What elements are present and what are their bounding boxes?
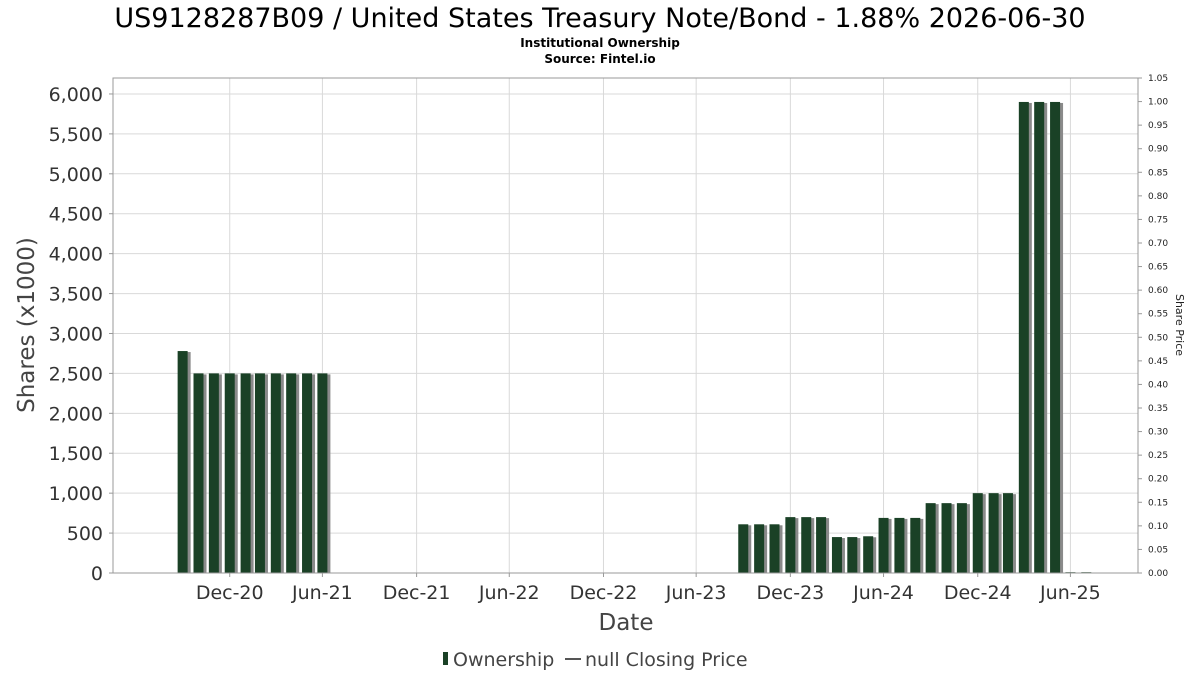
legend-swatch-ownership	[443, 652, 448, 665]
y-right-tick-label: 0.60	[1148, 286, 1168, 296]
y-right-tick-label: 0.25	[1148, 451, 1168, 461]
y-right-tick-label: 1.05	[1148, 74, 1168, 84]
legend-label-closing-price: null Closing Price	[585, 649, 748, 671]
bar	[831, 537, 842, 573]
chart-title: US9128287B09 / United States Treasury No…	[114, 3, 1085, 34]
chart-subtitle-source: Source: Fintel.io	[544, 52, 655, 66]
y-tick-label: 2,000	[49, 403, 103, 425]
bar-series-ownership	[177, 101, 1092, 574]
bar	[224, 373, 235, 573]
y-axis-right-ticks: 0.00 0.05 0.10 0.15 0.20 0.25 0.30 0.35 0.40 0.45…	[1138, 74, 1168, 579]
y-tick-label: 3,000	[49, 323, 103, 345]
chart-subtitle-ownership: Institutional Ownership	[520, 36, 680, 50]
bar	[972, 493, 983, 573]
x-tick-label: Jun-22	[478, 582, 540, 604]
x-tick-label: Dec-22	[570, 582, 638, 604]
bar	[1018, 101, 1029, 574]
bar	[941, 503, 952, 573]
y-tick-label: 0	[91, 563, 103, 585]
y-tick-label: 1,000	[49, 483, 103, 505]
y-right-tick-label: 0.50	[1148, 333, 1168, 343]
bar	[738, 524, 749, 573]
y-tick-label: 3,500	[49, 284, 103, 306]
y-right-tick-label: 0.80	[1148, 192, 1168, 202]
y-axis-left-ticks: 0 500 1,000 1,500 2,000 2,500 3,000 3,500 4,000 4…	[49, 84, 113, 585]
y-tick-label: 4,000	[49, 244, 103, 266]
bar	[878, 517, 889, 573]
bar	[956, 503, 967, 573]
x-tick-label: Dec-20	[196, 582, 264, 604]
y-tick-label: 2,500	[49, 363, 103, 385]
bar	[1034, 101, 1045, 574]
y-right-tick-label: 0.55	[1148, 310, 1168, 320]
x-tick-label: Dec-21	[383, 582, 451, 604]
x-tick-label: Jun-23	[665, 582, 727, 604]
y-right-tick-label: 0.75	[1148, 215, 1168, 225]
y-tick-label: 500	[67, 523, 103, 545]
y-right-tick-label: 0.70	[1148, 239, 1168, 249]
bar	[1050, 101, 1061, 574]
y-tick-label: 5,500	[49, 124, 103, 146]
y-right-tick-label: 0.10	[1148, 522, 1168, 532]
y-right-tick-label: 0.30	[1148, 428, 1168, 438]
x-tick-label: Jun-21	[291, 582, 353, 604]
x-tick-label: Jun-24	[852, 582, 914, 604]
y-right-tick-label: 0.65	[1148, 263, 1168, 273]
y-right-tick-label: 0.05	[1148, 545, 1168, 555]
bar	[254, 373, 265, 573]
y-axis-right-label: Share Price	[1173, 294, 1186, 356]
bar	[177, 351, 188, 573]
bar	[801, 517, 812, 573]
x-tick-label: Jun-25	[1039, 582, 1101, 604]
x-tick-label: Dec-23	[756, 582, 824, 604]
bar	[847, 537, 858, 573]
bar	[816, 517, 827, 573]
bar	[1002, 493, 1013, 573]
bar	[317, 373, 328, 573]
y-right-tick-label: 0.95	[1148, 121, 1168, 131]
bar	[910, 517, 921, 573]
y-axis-label: Shares (x1000)	[14, 237, 40, 413]
legend-label-ownership: Ownership	[453, 649, 554, 671]
bar	[925, 503, 936, 573]
legend: Ownership null Closing Price	[443, 649, 748, 671]
bar	[286, 373, 297, 573]
bar	[270, 373, 281, 573]
bar	[988, 493, 999, 573]
x-axis-label: Date	[599, 610, 654, 636]
bar	[240, 373, 251, 573]
bar	[785, 517, 796, 573]
bar	[193, 373, 204, 573]
bar	[754, 524, 765, 573]
x-axis-ticks: Dec-20 Jun-21 Dec-21 Jun-22 Dec-22 Jun-23 Dec-…	[196, 573, 1101, 604]
bar	[769, 524, 780, 573]
bar	[894, 517, 905, 573]
bar	[208, 373, 219, 573]
bar	[863, 536, 874, 573]
y-right-tick-label: 0.00	[1148, 569, 1168, 579]
y-right-tick-label: 0.90	[1148, 145, 1168, 155]
y-right-tick-label: 0.40	[1148, 380, 1168, 390]
y-tick-label: 1,500	[49, 443, 103, 465]
bar	[302, 373, 313, 573]
y-tick-label: 6,000	[49, 84, 103, 106]
plot-frame	[112, 77, 1139, 574]
y-right-tick-label: 0.20	[1148, 475, 1168, 485]
x-tick-label: Dec-24	[944, 582, 1012, 604]
y-right-tick-label: 0.35	[1148, 404, 1168, 414]
y-right-tick-label: 0.15	[1148, 498, 1168, 508]
y-tick-label: 5,000	[49, 164, 103, 186]
y-right-tick-label: 0.45	[1148, 357, 1168, 367]
y-tick-label: 4,500	[49, 204, 103, 226]
y-right-tick-label: 0.85	[1148, 168, 1168, 178]
y-right-tick-label: 1.00	[1148, 98, 1168, 108]
